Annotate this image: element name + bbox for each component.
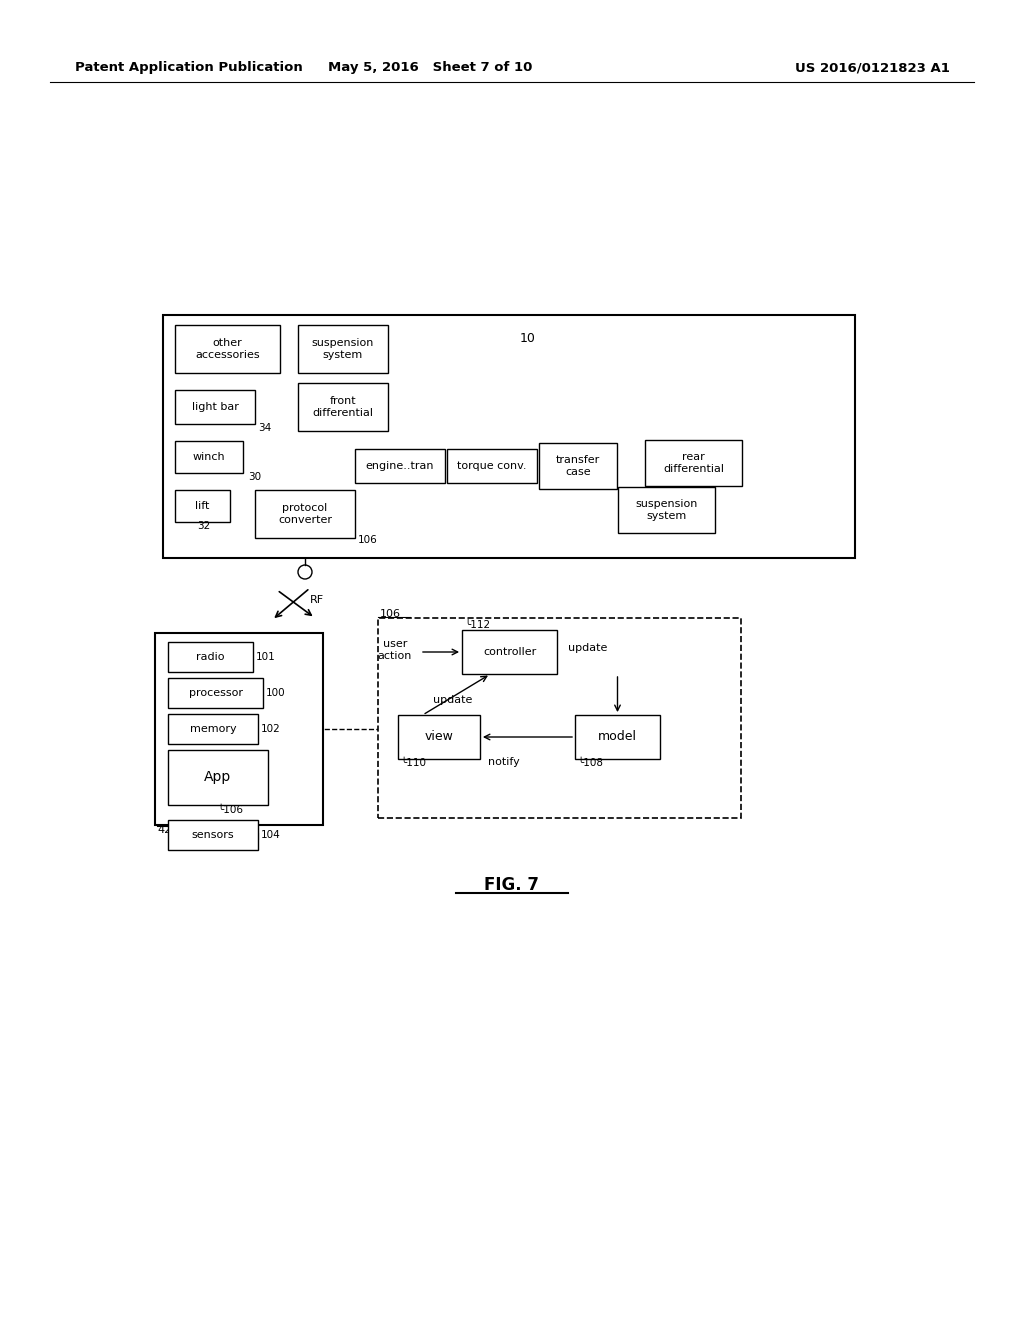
Bar	[168, 750, 268, 805]
Text: update: update	[433, 696, 473, 705]
Bar	[575, 715, 660, 759]
Text: App: App	[205, 771, 231, 784]
Text: RF: RF	[310, 595, 325, 605]
Text: 104: 104	[261, 830, 281, 840]
Text: user
action: user action	[378, 639, 413, 661]
Text: suspension
system: suspension system	[635, 499, 697, 521]
Text: 32: 32	[197, 521, 210, 531]
Bar	[175, 441, 243, 473]
Bar	[462, 630, 557, 675]
Text: May 5, 2016   Sheet 7 of 10: May 5, 2016 Sheet 7 of 10	[328, 62, 532, 74]
Text: memory: memory	[189, 723, 237, 734]
Bar	[298, 383, 388, 432]
Text: front
differential: front differential	[312, 396, 374, 418]
Text: 30: 30	[248, 473, 261, 482]
Bar	[175, 325, 280, 374]
Text: 102: 102	[261, 723, 281, 734]
Text: model: model	[598, 730, 637, 743]
Text: suspension
system: suspension system	[312, 338, 374, 360]
Text: notify: notify	[488, 756, 520, 767]
Text: engine..tran: engine..tran	[366, 461, 434, 471]
Text: update: update	[568, 643, 607, 653]
Text: FIG. 7: FIG. 7	[484, 876, 540, 894]
Bar	[175, 389, 255, 424]
Text: Patent Application Publication: Patent Application Publication	[75, 62, 303, 74]
Text: 10: 10	[520, 331, 536, 345]
Bar	[298, 325, 388, 374]
Text: ╰110: ╰110	[400, 758, 426, 768]
Text: transfer
case: transfer case	[556, 455, 600, 477]
Text: 100: 100	[266, 688, 286, 698]
Bar	[618, 487, 715, 533]
Bar	[398, 715, 480, 759]
Text: rear
differential: rear differential	[663, 453, 724, 474]
Text: 34: 34	[258, 422, 271, 433]
Bar	[168, 642, 253, 672]
Bar	[175, 490, 230, 521]
Bar	[447, 449, 537, 483]
Bar	[378, 618, 741, 818]
Text: 42: 42	[157, 825, 171, 836]
Bar	[168, 820, 258, 850]
Text: lift: lift	[196, 502, 210, 511]
Text: ╰106: ╰106	[217, 805, 243, 814]
Bar	[168, 714, 258, 744]
Text: light bar: light bar	[191, 403, 239, 412]
Bar	[155, 634, 323, 825]
Bar	[355, 449, 445, 483]
Text: sensors: sensors	[191, 830, 234, 840]
Text: 101: 101	[256, 652, 275, 663]
Text: torque conv.: torque conv.	[458, 461, 526, 471]
Text: view: view	[425, 730, 454, 743]
Bar	[163, 315, 855, 558]
Text: radio: radio	[197, 652, 224, 663]
Text: protocol
converter: protocol converter	[278, 503, 332, 525]
Text: ╰112: ╰112	[464, 620, 490, 630]
Text: US 2016/0121823 A1: US 2016/0121823 A1	[795, 62, 950, 74]
Bar	[645, 440, 742, 486]
Text: winch: winch	[193, 451, 225, 462]
Bar	[168, 678, 263, 708]
Bar	[255, 490, 355, 539]
Text: other
accessories: other accessories	[196, 338, 260, 360]
Text: 106: 106	[358, 535, 378, 545]
Text: 106: 106	[380, 609, 401, 619]
Text: ╰108: ╰108	[577, 758, 603, 768]
Text: processor: processor	[188, 688, 243, 698]
Text: controller: controller	[483, 647, 537, 657]
Bar	[539, 444, 617, 488]
